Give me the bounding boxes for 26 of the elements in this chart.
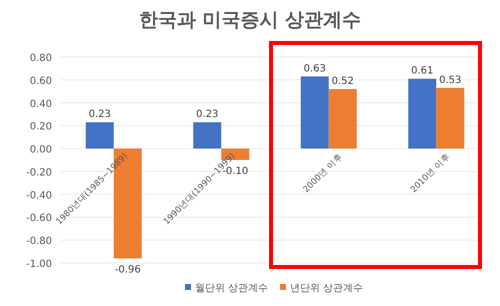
y-tick-label: -1.00 (26, 259, 52, 270)
text: 0.23 (88, 109, 111, 120)
y-tick-label: 0.40 (30, 98, 52, 110)
bar (408, 78, 436, 149)
text: 0.63 (304, 63, 326, 74)
y-tick-label: 0.00 (30, 144, 52, 156)
text: 0.61 (411, 66, 434, 77)
bar (86, 122, 114, 149)
text: 0.23 (196, 109, 218, 120)
text: 0.52 (332, 76, 354, 88)
y-tick-label: 0.60 (30, 76, 52, 87)
y-tick-label: -0.40 (26, 190, 52, 202)
chart-title: 한국과 미국증시 상관계수 (138, 9, 362, 31)
y-tick-label: -0.60 (26, 213, 52, 224)
legend-label: 년단위 상관계수 (290, 283, 364, 294)
legend-label: 월단위 상관계수 (195, 283, 268, 294)
bar (436, 88, 464, 149)
y-tick-label: 0.80 (30, 53, 52, 64)
bar (328, 89, 357, 149)
bar (193, 122, 222, 149)
y-tick-label: -0.20 (26, 167, 52, 178)
y-tick-label: 0.20 (30, 122, 52, 133)
text: -0.96 (114, 264, 141, 276)
text: 0.53 (439, 74, 462, 86)
y-tick-label: -0.80 (26, 236, 52, 248)
bar (300, 76, 329, 149)
